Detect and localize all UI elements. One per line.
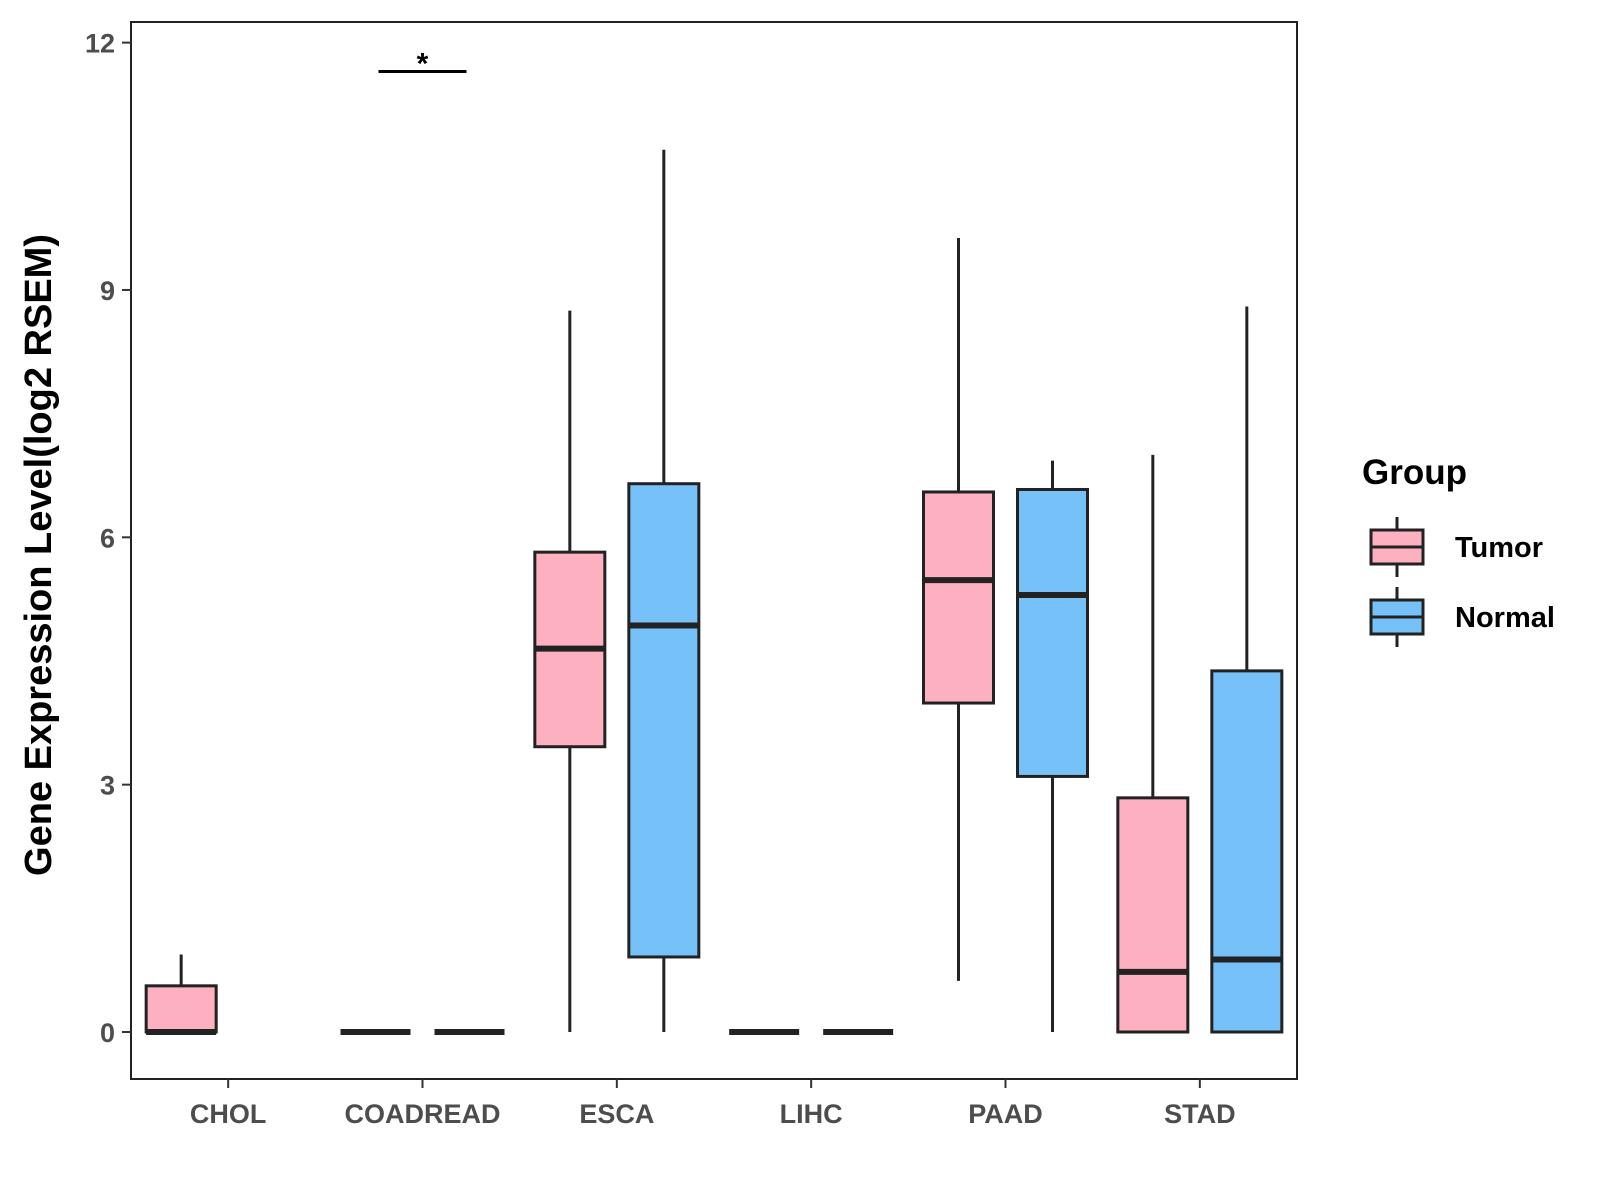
box-tumor-stad [1116,454,1190,1034]
x-tick-label-chol: CHOL [190,1099,267,1129]
significance-label: * [417,47,429,80]
plot-area: 0 3 6 9 12 CHOL COADREAD ESCA LIHC PAAD STAD * [85,21,1298,1129]
legend-item-normal: Normal [1369,587,1555,647]
legend-label: Tumor [1455,532,1543,564]
x-tick-label-stad: STAD [1164,1099,1236,1129]
box-normal-esca [627,149,701,1033]
x-tick-label-lihc: LIHC [780,1099,843,1129]
plot-panel-border [130,21,1298,1080]
box-iqr [627,482,701,959]
y-tick-label: 12 [85,29,115,59]
y-tick-label: 3 [100,771,115,801]
box-tumor-chol [144,954,218,1036]
box-iqr [1210,669,1284,1034]
y-tick-label: 0 [100,1018,115,1048]
box-iqr [922,490,995,705]
y-tick-label: 6 [100,523,115,553]
box-iqr [144,984,218,1034]
x-tick-label-coadread: COADREAD [344,1099,500,1129]
box-tumor-esca [533,310,607,1033]
x-tick-label-paad: PAAD [968,1099,1043,1129]
legend-item-tumor: Tumor [1369,517,1543,577]
legend-label: Normal [1455,602,1555,634]
y-tick-label: 9 [100,276,115,306]
legend-title: Group [1362,453,1467,492]
y-axis-title: Gene Expression Level(log2 RSEM) [18,234,60,876]
box-normal-paad [1016,460,1089,1033]
box-iqr [1016,487,1089,778]
box-iqr [1116,796,1190,1034]
box-tumor-paad [922,238,995,981]
y-axis-title-group: Gene Expression Level(log2 RSEM) [18,234,60,876]
box-normal-stad [1210,306,1284,1034]
legend: Group Tumor Normal [1362,453,1555,647]
x-tick-label-esca: ESCA [579,1099,654,1129]
